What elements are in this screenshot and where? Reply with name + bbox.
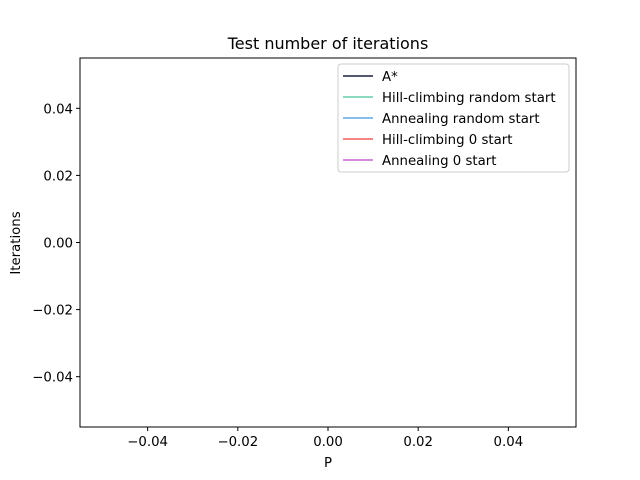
legend-box <box>337 63 570 173</box>
x-tick-label: 0.00 <box>313 435 343 450</box>
y-tick-label: 0.04 <box>43 102 73 117</box>
y-tick-label: 0.02 <box>43 169 73 184</box>
plot-frame <box>79 57 577 428</box>
x-axis-ticks: −0.04 −0.02 0.00 0.02 0.04 <box>127 427 523 450</box>
chart-title: Test number of iterations <box>227 34 429 53</box>
y-tick-label: −0.02 <box>32 304 73 319</box>
legend-label-5: Annealing 0 start <box>382 154 496 169</box>
x-tick-label: 0.04 <box>494 435 524 450</box>
y-axis-label: Iterations <box>9 211 24 274</box>
legend-label-3: Annealing random start <box>382 112 540 127</box>
x-axis-label: P <box>324 456 332 471</box>
legend: A* Hill-climbing random start Annealing ra… <box>337 63 570 173</box>
x-tick-label: −0.02 <box>217 435 258 450</box>
legend-label-1: A* <box>382 70 398 85</box>
y-tick-label: −0.04 <box>32 371 73 386</box>
x-tick-label: −0.04 <box>127 435 168 450</box>
x-tick-label: 0.02 <box>403 435 433 450</box>
y-tick-label: 0.00 <box>43 237 73 252</box>
y-axis-ticks: −0.04 −0.02 0.00 0.02 0.04 <box>32 102 80 386</box>
legend-label-4: Hill-climbing 0 start <box>382 133 512 148</box>
legend-label-2: Hill-climbing random start <box>382 91 556 106</box>
